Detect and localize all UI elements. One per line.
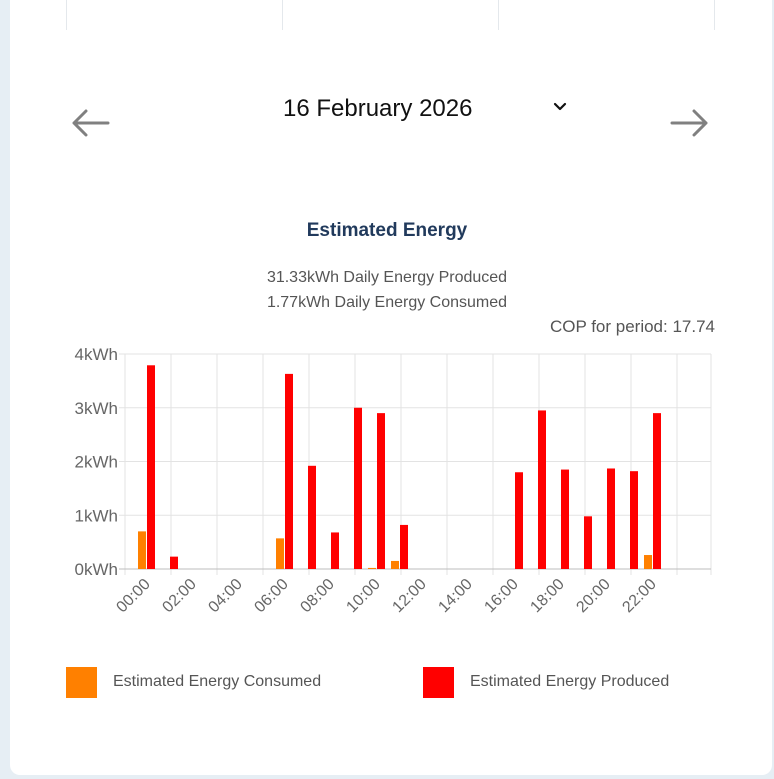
- x-tick-label: 14:00: [435, 576, 475, 616]
- energy-card: [10, 0, 772, 775]
- x-tick-label: 22:00: [619, 576, 659, 616]
- x-tick-label: 12:00: [389, 576, 429, 616]
- x-tick-label: 04:00: [205, 576, 245, 616]
- x-tick-label: 08:00: [297, 576, 337, 616]
- date-label: 16 February 2026: [283, 95, 473, 122]
- x-tick-label: 00:00: [113, 576, 153, 616]
- bar-produced: [331, 532, 339, 569]
- cop-stat: COP for period: 17.74: [549, 317, 715, 336]
- y-tick-label: 4kWh: [75, 345, 118, 364]
- divider: [282, 0, 283, 30]
- bar-produced: [285, 373, 293, 569]
- bar-produced: [400, 524, 408, 569]
- x-tick-label: 20:00: [573, 576, 613, 616]
- bar-consumed: [138, 531, 146, 569]
- legend-swatch-produced: [423, 667, 454, 698]
- bar-produced: [538, 410, 546, 569]
- x-tick-label: 16:00: [481, 576, 521, 616]
- divider: [498, 0, 499, 30]
- bar-produced: [377, 413, 385, 569]
- bar-produced: [561, 469, 569, 569]
- bar-produced: [584, 516, 592, 569]
- daily-produced-stat: 31.33kWh Daily Energy Produced: [266, 269, 508, 286]
- divider: [714, 0, 715, 30]
- bar-consumed: [368, 567, 376, 569]
- y-tick-label: 1kWh: [75, 506, 118, 525]
- bar-produced: [147, 365, 155, 569]
- bar-produced: [607, 468, 615, 569]
- y-tick-label: 3kWh: [75, 399, 118, 418]
- legend-label-consumed: Estimated Energy Consumed: [113, 673, 322, 690]
- previous-day-button[interactable]: [70, 104, 114, 144]
- arrow-right-icon: [670, 109, 708, 137]
- x-tick-label: 10:00: [343, 576, 383, 616]
- x-tick-label: 02:00: [159, 576, 199, 616]
- bar-produced: [170, 556, 178, 569]
- bar-produced: [630, 471, 638, 569]
- x-tick-label: 18:00: [527, 576, 567, 616]
- bar-consumed: [276, 538, 284, 569]
- arrow-left-icon: [72, 109, 110, 137]
- divider: [66, 0, 67, 30]
- chevron-down-icon: [553, 102, 567, 111]
- chart-title: Estimated Energy: [306, 220, 468, 241]
- bar-consumed: [644, 555, 652, 569]
- bar-produced: [653, 413, 661, 569]
- legend-label-produced: Estimated Energy Produced: [470, 673, 670, 690]
- bar-produced: [308, 465, 316, 569]
- x-tick-label: 06:00: [251, 576, 291, 616]
- daily-consumed-stat: 1.77kWh Daily Energy Consumed: [266, 294, 508, 311]
- y-tick-label: 2kWh: [75, 453, 118, 472]
- energy-bar-chart: 0kWh 1kWh 2kWh 3kWh 4kWh 00:00 02:00 04:00 06:00…: [75, 345, 712, 616]
- bar-consumed: [391, 560, 399, 569]
- y-tick-label: 0kWh: [75, 560, 118, 579]
- bar-produced: [354, 407, 362, 569]
- legend-swatch-consumed: [66, 667, 97, 698]
- bar-produced: [515, 472, 523, 569]
- next-day-button[interactable]: [668, 104, 712, 144]
- date-selector[interactable]: 16 February 2026: [270, 90, 580, 128]
